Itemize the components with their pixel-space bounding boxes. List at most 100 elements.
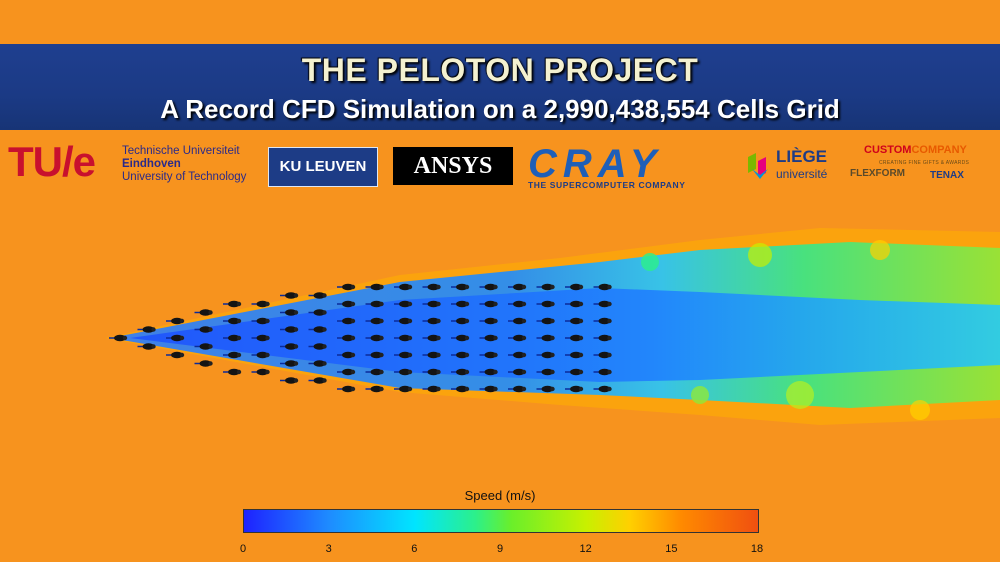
rider-marker — [223, 368, 242, 376]
banner-subtitle: A Record CFD Simulation on a 2,990,438,5… — [160, 94, 840, 124]
rider-marker — [593, 283, 612, 291]
rider-marker — [451, 334, 470, 342]
rider-marker — [422, 334, 441, 342]
rider-marker — [479, 300, 498, 308]
rider-marker — [251, 368, 270, 376]
rider-marker — [508, 385, 527, 393]
rider-marker — [337, 351, 356, 359]
rider-marker — [593, 300, 612, 308]
rider-marker — [308, 292, 327, 299]
rider-marker — [422, 317, 441, 325]
rider-marker — [109, 334, 128, 342]
colorbar-tick-label: 18 — [750, 543, 764, 555]
liege-logo: LIÈGE université — [748, 147, 848, 191]
rider-marker — [508, 300, 527, 308]
rider-marker — [422, 351, 441, 359]
rider-marker — [536, 300, 555, 308]
rider-marker — [479, 351, 498, 359]
rider-marker — [536, 283, 555, 291]
rider-marker — [166, 351, 185, 359]
rider-marker — [422, 368, 441, 376]
rider-marker — [137, 343, 156, 350]
rider-marker — [479, 283, 498, 291]
rider-marker — [536, 317, 555, 325]
rider-marker — [166, 317, 185, 325]
flexform-logo: FLEXFORM — [850, 168, 905, 179]
rider-marker — [508, 317, 527, 325]
rider-marker — [308, 343, 327, 350]
rider-marker — [337, 317, 356, 325]
liege-emblem-icon — [748, 153, 768, 179]
rider-marker — [536, 334, 555, 342]
rider-marker — [194, 309, 213, 316]
rider-marker — [194, 326, 213, 333]
colorbar-tick-label: 15 — [665, 543, 678, 555]
banner-title: THE PELOTON PROJECT — [301, 52, 699, 88]
rider-marker — [137, 326, 156, 333]
rider-marker — [508, 334, 527, 342]
rider-marker — [308, 377, 327, 384]
liege-subtext: université — [776, 167, 828, 181]
rider-marker — [337, 334, 356, 342]
wake-region — [105, 228, 1000, 425]
rider-marker — [593, 385, 612, 393]
rider-marker — [479, 334, 498, 342]
tue-line-1: Technische Universiteit — [122, 145, 240, 157]
cray-tagline: THE SUPERCOMPUTER COMPANY — [528, 180, 686, 190]
cray-logo: CRAY THE SUPERCOMPUTER COMPANY — [528, 144, 736, 190]
rider-marker — [593, 368, 612, 376]
customcompany-tagline: CREATING FINE GIFTS & AWARDS — [879, 160, 970, 166]
customcompany-part-2: COMPANY — [911, 144, 967, 156]
rider-marker — [593, 334, 612, 342]
rider-marker — [365, 300, 384, 308]
tenax-logo: TENAX — [930, 170, 964, 181]
rider-marker — [223, 351, 242, 359]
rider-marker — [280, 292, 299, 299]
rider-marker — [479, 368, 498, 376]
colorbar-tick-label: 9 — [496, 543, 504, 555]
rider-marker — [365, 368, 384, 376]
tue-wordmark: Technische Universiteit Eindhoven Univer… — [122, 145, 246, 184]
colorbar-title: Speed (m/s) — [464, 488, 536, 503]
ansys-logo: ANSYS — [393, 147, 513, 185]
rider-marker — [337, 368, 356, 376]
rider-marker — [451, 300, 470, 308]
rider-marker — [536, 385, 555, 393]
rider-marker — [536, 368, 555, 376]
rider-marker — [166, 334, 185, 342]
rider-marker — [365, 317, 384, 325]
rider-marker — [508, 283, 527, 291]
rider-marker — [280, 326, 299, 333]
rider-marker — [251, 300, 270, 308]
rider-marker — [565, 351, 584, 359]
rider-marker — [365, 334, 384, 342]
rider-marker — [451, 283, 470, 291]
customcompany-logo: CUSTOMCOMPANY — [864, 144, 967, 156]
rider-marker — [565, 368, 584, 376]
rider-marker — [308, 360, 327, 367]
rider-marker — [394, 300, 413, 308]
customcompany-part-1: CUSTOM — [864, 144, 912, 156]
rider-marker — [593, 351, 612, 359]
rider-marker — [280, 360, 299, 367]
tue-logo: TU/e — [8, 138, 96, 185]
rider-marker — [394, 368, 413, 376]
rider-marker — [337, 385, 356, 393]
tue-line-3: University of Technology — [122, 171, 247, 183]
speed-colorbar — [243, 509, 759, 533]
rider-marker — [280, 309, 299, 316]
rider-marker — [194, 360, 213, 367]
rider-marker — [337, 283, 356, 291]
rider-marker — [451, 385, 470, 393]
rider-marker — [365, 283, 384, 291]
rider-marker — [394, 351, 413, 359]
rider-marker — [280, 343, 299, 350]
rider-marker — [251, 317, 270, 325]
colorbar-tick-label: 3 — [325, 543, 332, 555]
rider-marker — [394, 334, 413, 342]
rider-marker — [508, 368, 527, 376]
liege-wordmark: LIÈGE — [776, 147, 828, 166]
tue-line-2: Eindhoven — [122, 158, 181, 170]
rider-marker — [251, 351, 270, 359]
rider-marker — [394, 283, 413, 291]
